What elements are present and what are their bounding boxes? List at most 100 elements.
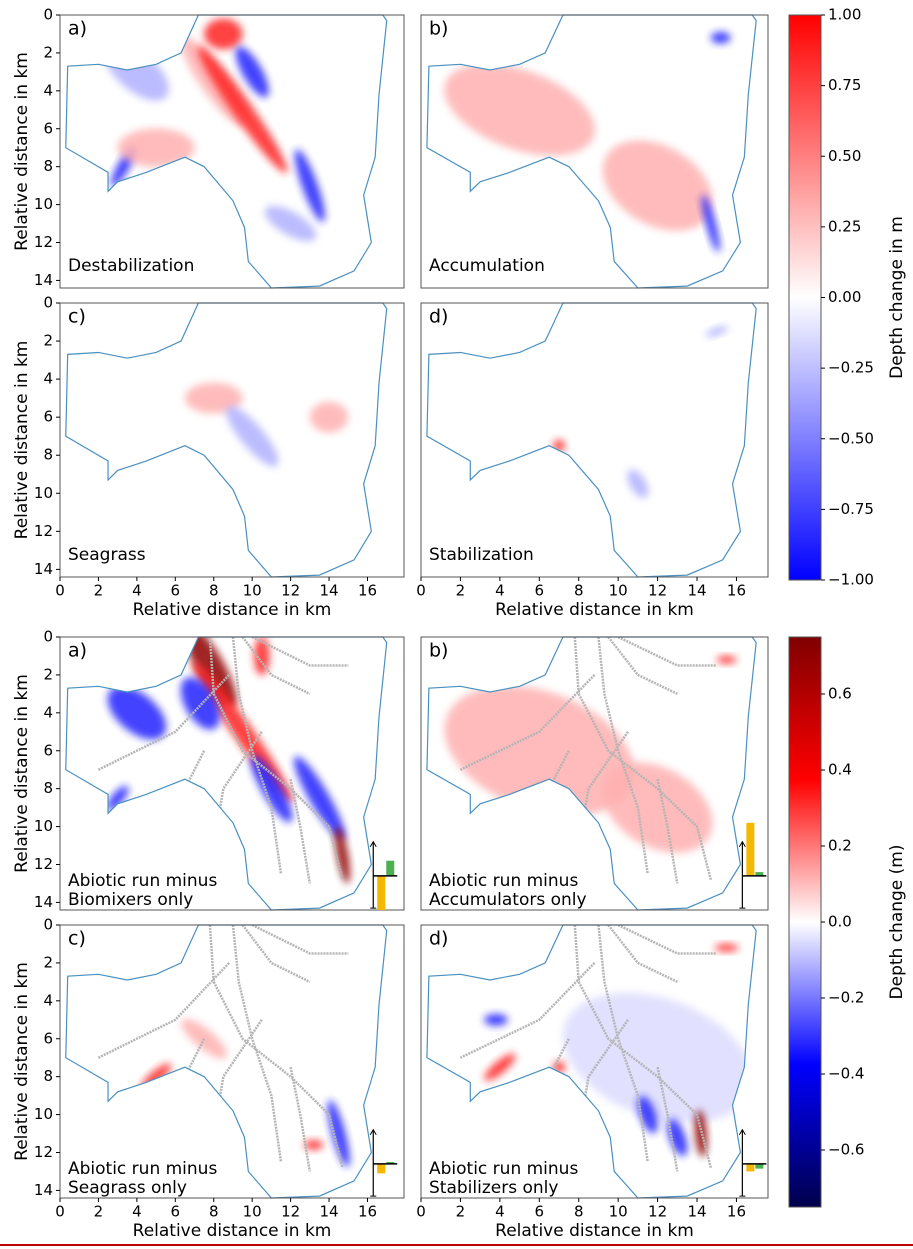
colorbar-tick-label: −0.6 xyxy=(828,1141,864,1159)
channel xyxy=(231,637,283,875)
heatmap xyxy=(184,382,349,467)
axes-frame xyxy=(420,14,769,289)
colorbar-tick-label: −0.25 xyxy=(828,359,874,377)
y-tick-label: 4 xyxy=(43,703,53,721)
domain-outline xyxy=(426,302,757,578)
colorbar-tick-label: 0.0 xyxy=(828,913,852,931)
x-tick-label: 12 xyxy=(648,582,667,600)
y-tick-label: 6 xyxy=(43,1029,53,1047)
channel xyxy=(289,1066,312,1172)
heat-blob xyxy=(444,63,595,156)
channel xyxy=(607,925,678,984)
x-tick-label: 6 xyxy=(535,1203,545,1221)
y-tick-label: 2 xyxy=(43,953,53,971)
y-tick-label: 10 xyxy=(34,484,53,502)
x-tick-label: 2 xyxy=(94,1203,104,1221)
y-tick-label: 14 xyxy=(34,1181,53,1199)
channel xyxy=(597,925,649,1163)
y-tick-label: 2 xyxy=(43,43,53,61)
heat-blob xyxy=(140,1063,172,1090)
annotation: Abiotic run minus xyxy=(429,871,578,891)
heat-blob xyxy=(294,149,325,222)
annotation: Seagrass xyxy=(68,545,146,565)
x-tick-label: 12 xyxy=(281,582,300,600)
y-tick-label: 4 xyxy=(43,81,53,99)
inset-arrow xyxy=(738,840,746,848)
inset-bar xyxy=(746,1163,755,1172)
panel-label: c) xyxy=(68,306,86,328)
heat-blob xyxy=(180,677,220,730)
domain-outline xyxy=(426,14,757,289)
colorbar-tick-label: 0.6 xyxy=(828,685,852,703)
x-tick-label: 16 xyxy=(727,582,746,600)
y-tick-label: 4 xyxy=(43,370,53,388)
x-tick-label: 16 xyxy=(727,1203,746,1221)
y-tick-label: 14 xyxy=(34,560,53,578)
channel xyxy=(208,925,344,1168)
x-tick-label: 0 xyxy=(416,582,426,600)
x-tick-label: 6 xyxy=(535,582,545,600)
heat-blob xyxy=(204,18,243,50)
y-tick-label: 10 xyxy=(34,195,53,213)
y-tick-label: 8 xyxy=(43,1067,53,1085)
axes-frame xyxy=(59,636,405,911)
y-tick-label: 0 xyxy=(43,294,53,312)
y-tick-label: 2 xyxy=(43,665,53,683)
heatmap xyxy=(97,637,351,884)
x-axis-label: Relative distance in km xyxy=(495,600,694,620)
x-tick-label: 12 xyxy=(281,1203,300,1221)
colorbar-tick-label: 0.25 xyxy=(828,217,861,235)
x-tick-label: 6 xyxy=(171,582,181,600)
x-tick-label: 0 xyxy=(55,582,65,600)
y-tick-label: 8 xyxy=(43,779,53,797)
x-tick-label: 4 xyxy=(132,1203,142,1221)
heat-blob xyxy=(107,686,167,740)
heat-blob xyxy=(106,785,129,811)
colorbar-label: Depth change (m) xyxy=(887,845,907,1000)
x-tick-label: 4 xyxy=(132,582,142,600)
x-tick-label: 8 xyxy=(209,582,219,600)
heat-blob xyxy=(714,943,739,952)
y-tick-label: 10 xyxy=(34,1105,53,1123)
annotation: Stabilizers only xyxy=(429,1178,558,1198)
heatmap xyxy=(104,18,325,242)
heat-blob xyxy=(484,1053,516,1081)
domain-outline xyxy=(426,924,757,1199)
x-tick-label: 16 xyxy=(358,582,377,600)
annotation: Accumulators only xyxy=(429,890,587,910)
channel xyxy=(208,637,344,880)
y-tick-label: 0 xyxy=(43,628,53,646)
colorbar xyxy=(788,636,822,1208)
panel-label: c) xyxy=(68,928,86,950)
panel-label: a) xyxy=(68,18,87,40)
y-tick-label: 6 xyxy=(43,408,53,426)
x-axis-label: Relative distance in km xyxy=(495,1221,694,1241)
channel xyxy=(607,637,678,696)
heat-blob xyxy=(701,194,720,253)
x-tick-label: 4 xyxy=(495,582,505,600)
inset-bar xyxy=(746,822,755,876)
heat-blob xyxy=(192,660,293,803)
heat-blob xyxy=(667,1118,688,1157)
channel xyxy=(97,962,231,1059)
axes-frame xyxy=(420,924,769,1199)
channel xyxy=(537,1038,570,1153)
annotation: Stabilization xyxy=(429,545,534,565)
channel xyxy=(251,925,349,955)
annotation: Destabilization xyxy=(68,256,194,276)
colorbar xyxy=(788,14,822,581)
inset-bar xyxy=(386,1161,395,1164)
inset-bar xyxy=(377,875,386,910)
colorbar-tick-label: 0.00 xyxy=(828,288,861,306)
x-tick-label: 10 xyxy=(243,1203,262,1221)
heat-blob xyxy=(294,756,345,841)
domain-outline xyxy=(65,924,388,1199)
channel xyxy=(251,637,349,667)
x-tick-label: 0 xyxy=(416,1203,426,1221)
heat-blob xyxy=(235,46,269,98)
x-tick-label: 10 xyxy=(609,1203,628,1221)
y-tick-label: 0 xyxy=(43,6,53,24)
panel: b) Accumulation xyxy=(420,14,769,289)
